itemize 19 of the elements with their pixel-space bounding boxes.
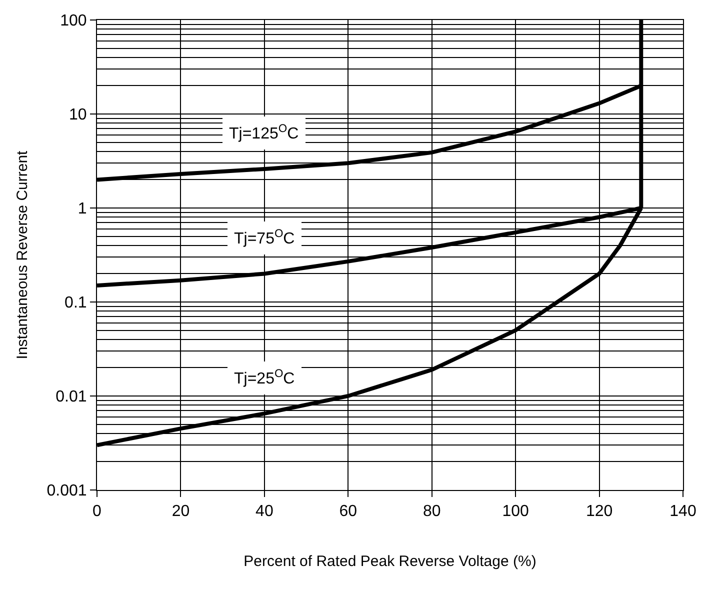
y-tick-label: 10 (69, 106, 87, 124)
y-tick-label: 100 (60, 12, 87, 30)
x-tick-label: 120 (586, 503, 613, 520)
x-tick-label: 20 (172, 503, 190, 520)
x-tick-label: 60 (339, 503, 358, 520)
y-axis-title: Instantaneous Reverse Current (14, 150, 32, 360)
y-tick-label: 0.001 (46, 482, 87, 500)
x-axis-title: Percent of Rated Peak Reverse Voltage (%) (244, 553, 536, 570)
y-tick-label: 1 (78, 200, 87, 218)
series-label: Tj=75$^{O}$C (234, 228, 295, 248)
x-tick-label: 100 (502, 503, 530, 520)
x-tick-label: 0 (92, 503, 102, 520)
y-tick-label: 0.1 (64, 294, 87, 312)
x-tick-label: 140 (670, 503, 696, 520)
series-label: Tj=125$^{O}$C (229, 123, 299, 143)
x-tick-label: 40 (256, 503, 274, 520)
series-label: Tj=25$^{O}$C (234, 368, 295, 388)
x-tick-label: 80 (422, 503, 441, 520)
y-tick-label: 0.01 (56, 388, 87, 406)
